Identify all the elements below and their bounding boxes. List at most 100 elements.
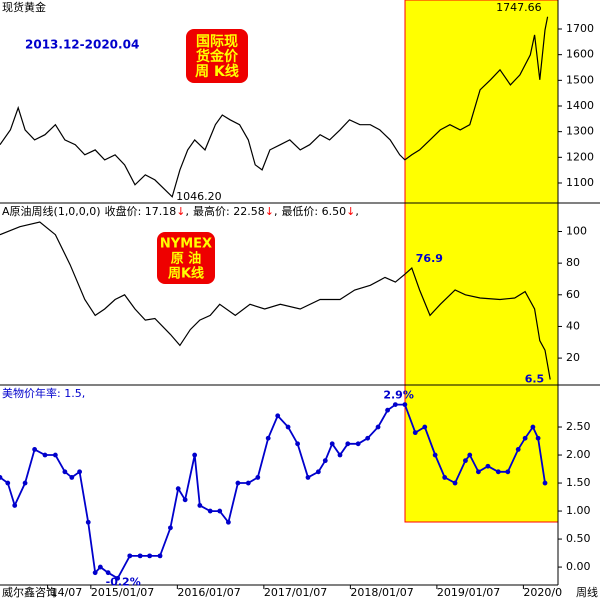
stat-arrow: ↓ — [176, 205, 185, 218]
data-point — [235, 480, 241, 486]
data-point — [392, 402, 398, 408]
data-point — [402, 402, 408, 408]
data-point — [157, 553, 163, 559]
data-point — [412, 430, 418, 436]
x-tick-label: 2020/0 — [523, 586, 562, 599]
data-point — [32, 447, 38, 452]
data-point — [442, 475, 448, 480]
badge — [186, 29, 248, 83]
data-point — [375, 424, 381, 430]
y-tick-label: 0.00 — [566, 560, 591, 573]
data-point — [345, 441, 351, 447]
data-point — [495, 469, 501, 475]
gold-title: 现货黄金 — [2, 0, 46, 14]
data-point — [485, 463, 491, 469]
data-point — [182, 497, 188, 503]
y-tick-label: 80 — [566, 256, 580, 269]
y-tick-label: 20 — [566, 351, 580, 364]
stat-sep: , — [186, 205, 190, 218]
x-tick-label: 2017/01/07 — [264, 586, 327, 599]
value-label: 1747.66 — [496, 1, 542, 14]
y-tick-label: 1200 — [566, 150, 594, 163]
data-point — [476, 469, 481, 475]
footer-source: 威尔鑫咨询 — [2, 585, 57, 599]
date-range: 2013.12-2020.04 — [25, 38, 139, 52]
badge-line: 货金价 — [195, 48, 239, 65]
x-tick-label: 2015/01/07 — [91, 586, 154, 599]
stat-label: 最低价: 6.50 — [281, 205, 346, 218]
data-point — [147, 553, 153, 559]
y-tick-label: 1500 — [566, 73, 594, 86]
data-point — [192, 452, 198, 458]
series-line — [0, 221, 551, 380]
value-label: 6.5 — [525, 372, 545, 385]
badge-line: 原 油 — [171, 251, 202, 267]
data-point — [355, 441, 361, 447]
data-point — [5, 480, 11, 486]
data-point — [197, 503, 203, 508]
data-point — [168, 525, 173, 531]
data-point — [255, 475, 261, 480]
y-tick-label: 2.50 — [566, 420, 591, 433]
data-point — [515, 447, 521, 452]
stat-arrow: ↓ — [346, 205, 355, 218]
badge-line: NYMEX — [160, 237, 212, 252]
data-point — [105, 570, 111, 576]
y-tick-label: 40 — [566, 319, 580, 332]
data-point — [275, 413, 281, 419]
data-point — [295, 441, 300, 447]
oil-header: A原油周线(1,0,0,0) 收盘价: 17.18↓, 最高价: 22.58↓, 最低… — [2, 204, 359, 218]
stat-label: 最高价: 22.58 — [193, 204, 265, 218]
data-point — [337, 452, 343, 458]
data-point — [432, 452, 438, 458]
data-point — [0, 475, 3, 480]
data-point — [22, 480, 28, 486]
data-point — [115, 575, 121, 581]
x-tick-label: '14/07 — [48, 586, 83, 599]
data-point — [422, 424, 428, 430]
data-point — [77, 469, 82, 475]
stat-arrow: ↓ — [265, 205, 274, 218]
badge-line: 周K线 — [168, 266, 204, 282]
data-point — [92, 570, 98, 576]
y-tick-label: 1100 — [566, 176, 594, 189]
highlight-box — [404, 0, 559, 523]
data-point — [69, 475, 75, 480]
data-point — [42, 452, 48, 458]
data-point — [175, 486, 181, 492]
x-tick-label: 2019/01/07 — [437, 586, 500, 599]
data-point — [542, 480, 548, 486]
value-label: 2.9% — [383, 389, 414, 402]
data-point — [505, 469, 511, 475]
y-tick-label: 100 — [566, 224, 587, 237]
series-line — [0, 16, 549, 198]
data-point — [52, 452, 58, 458]
y-tick-label: 0.50 — [566, 532, 591, 545]
y-tick-label: 1.50 — [566, 476, 591, 489]
badge-line: 周 K线 — [195, 63, 239, 80]
data-point — [315, 469, 321, 475]
data-point — [463, 458, 468, 464]
stat-sep: , — [355, 205, 359, 218]
data-point — [245, 480, 251, 486]
x-tick-label: 2018/01/07 — [350, 586, 413, 599]
data-point — [97, 564, 103, 570]
data-point — [467, 452, 473, 458]
y-tick-label: 1700 — [566, 22, 594, 35]
y-tick-label: 1600 — [566, 48, 594, 61]
footer-period: 周线 — [576, 585, 598, 599]
data-point — [285, 424, 291, 430]
y-tick-label: 1400 — [566, 99, 594, 112]
data-point — [207, 508, 213, 514]
data-point — [12, 503, 18, 508]
data-point — [225, 519, 231, 525]
data-point — [127, 553, 133, 559]
y-tick-label: 2.00 — [566, 448, 591, 461]
value-label: -0.2% — [106, 575, 141, 588]
y-tick-label: 1300 — [566, 125, 594, 138]
data-point — [530, 424, 536, 430]
y-tick-label: 60 — [566, 288, 580, 301]
data-point — [137, 553, 143, 559]
data-point — [385, 407, 390, 413]
